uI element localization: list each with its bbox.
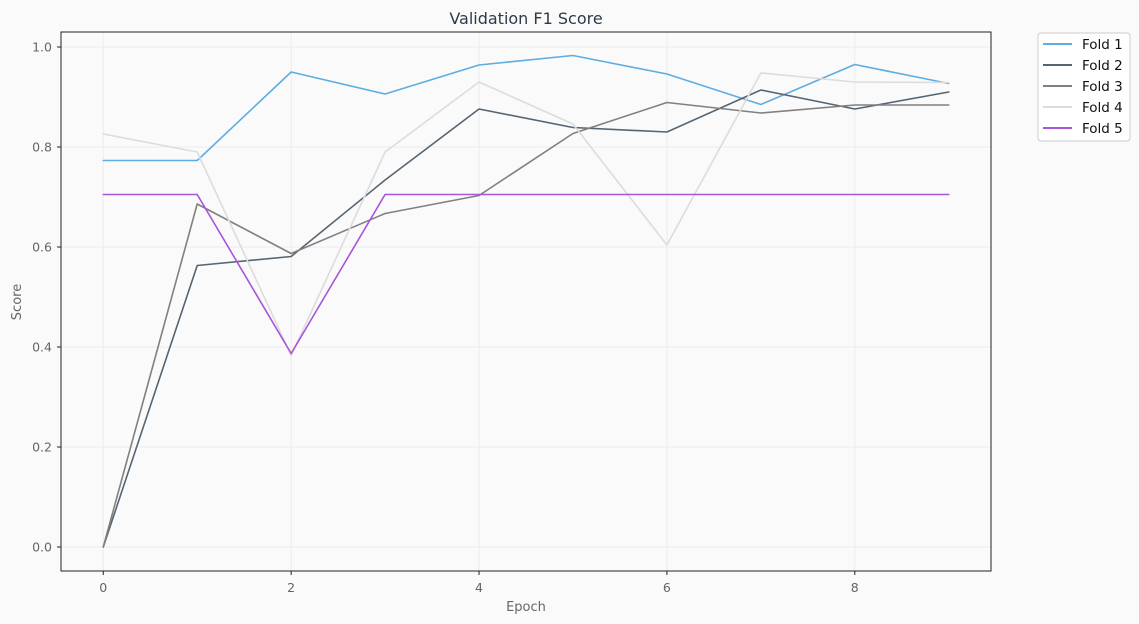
- series-line-fold-2: [102, 89, 950, 548]
- y-tick-label: 0.6: [32, 240, 52, 255]
- legend-box: [1037, 32, 1131, 142]
- y-tick-label: 0.4: [32, 340, 52, 355]
- y-tick-label: 0.2: [32, 440, 52, 455]
- x-tick-label: 0: [99, 580, 107, 595]
- y-axis: 0.0 0.2 0.4 0.6 0.8 1.0: [32, 40, 61, 555]
- series-line-fold-3: [102, 101, 950, 548]
- legend: Fold 1 Fold 2 Fold 3 Fold 4 Fold 5: [1037, 32, 1131, 142]
- x-tick-label: 2: [287, 580, 295, 595]
- legend-label: Fold 2: [1082, 58, 1123, 74]
- y-axis-label: Score: [10, 284, 25, 320]
- x-tick-label: 4: [475, 580, 483, 595]
- y-tick-label: 1.0: [32, 40, 52, 55]
- x-axis: 0 2 4 6 8: [99, 571, 859, 595]
- legend-label: Fold 5: [1082, 121, 1123, 137]
- y-tick-label: 0.0: [32, 540, 52, 555]
- legend-label: Fold 3: [1082, 79, 1123, 95]
- plot-frame: [60, 31, 992, 572]
- chart-title: Validation F1 Score: [449, 9, 602, 28]
- x-tick-label: 8: [851, 580, 859, 595]
- y-tick-label: 0.8: [32, 140, 52, 155]
- series-line-fold-5: [102, 193, 950, 355]
- series-line-fold-4: [102, 72, 950, 357]
- grid: [61, 32, 991, 571]
- series-line-fold-1: [102, 54, 950, 162]
- legend-label: Fold 4: [1082, 100, 1123, 116]
- x-axis-label: Epoch: [506, 600, 546, 615]
- series-lines: [102, 54, 950, 548]
- legend-label: Fold 1: [1082, 37, 1123, 53]
- x-tick-label: 6: [663, 580, 671, 595]
